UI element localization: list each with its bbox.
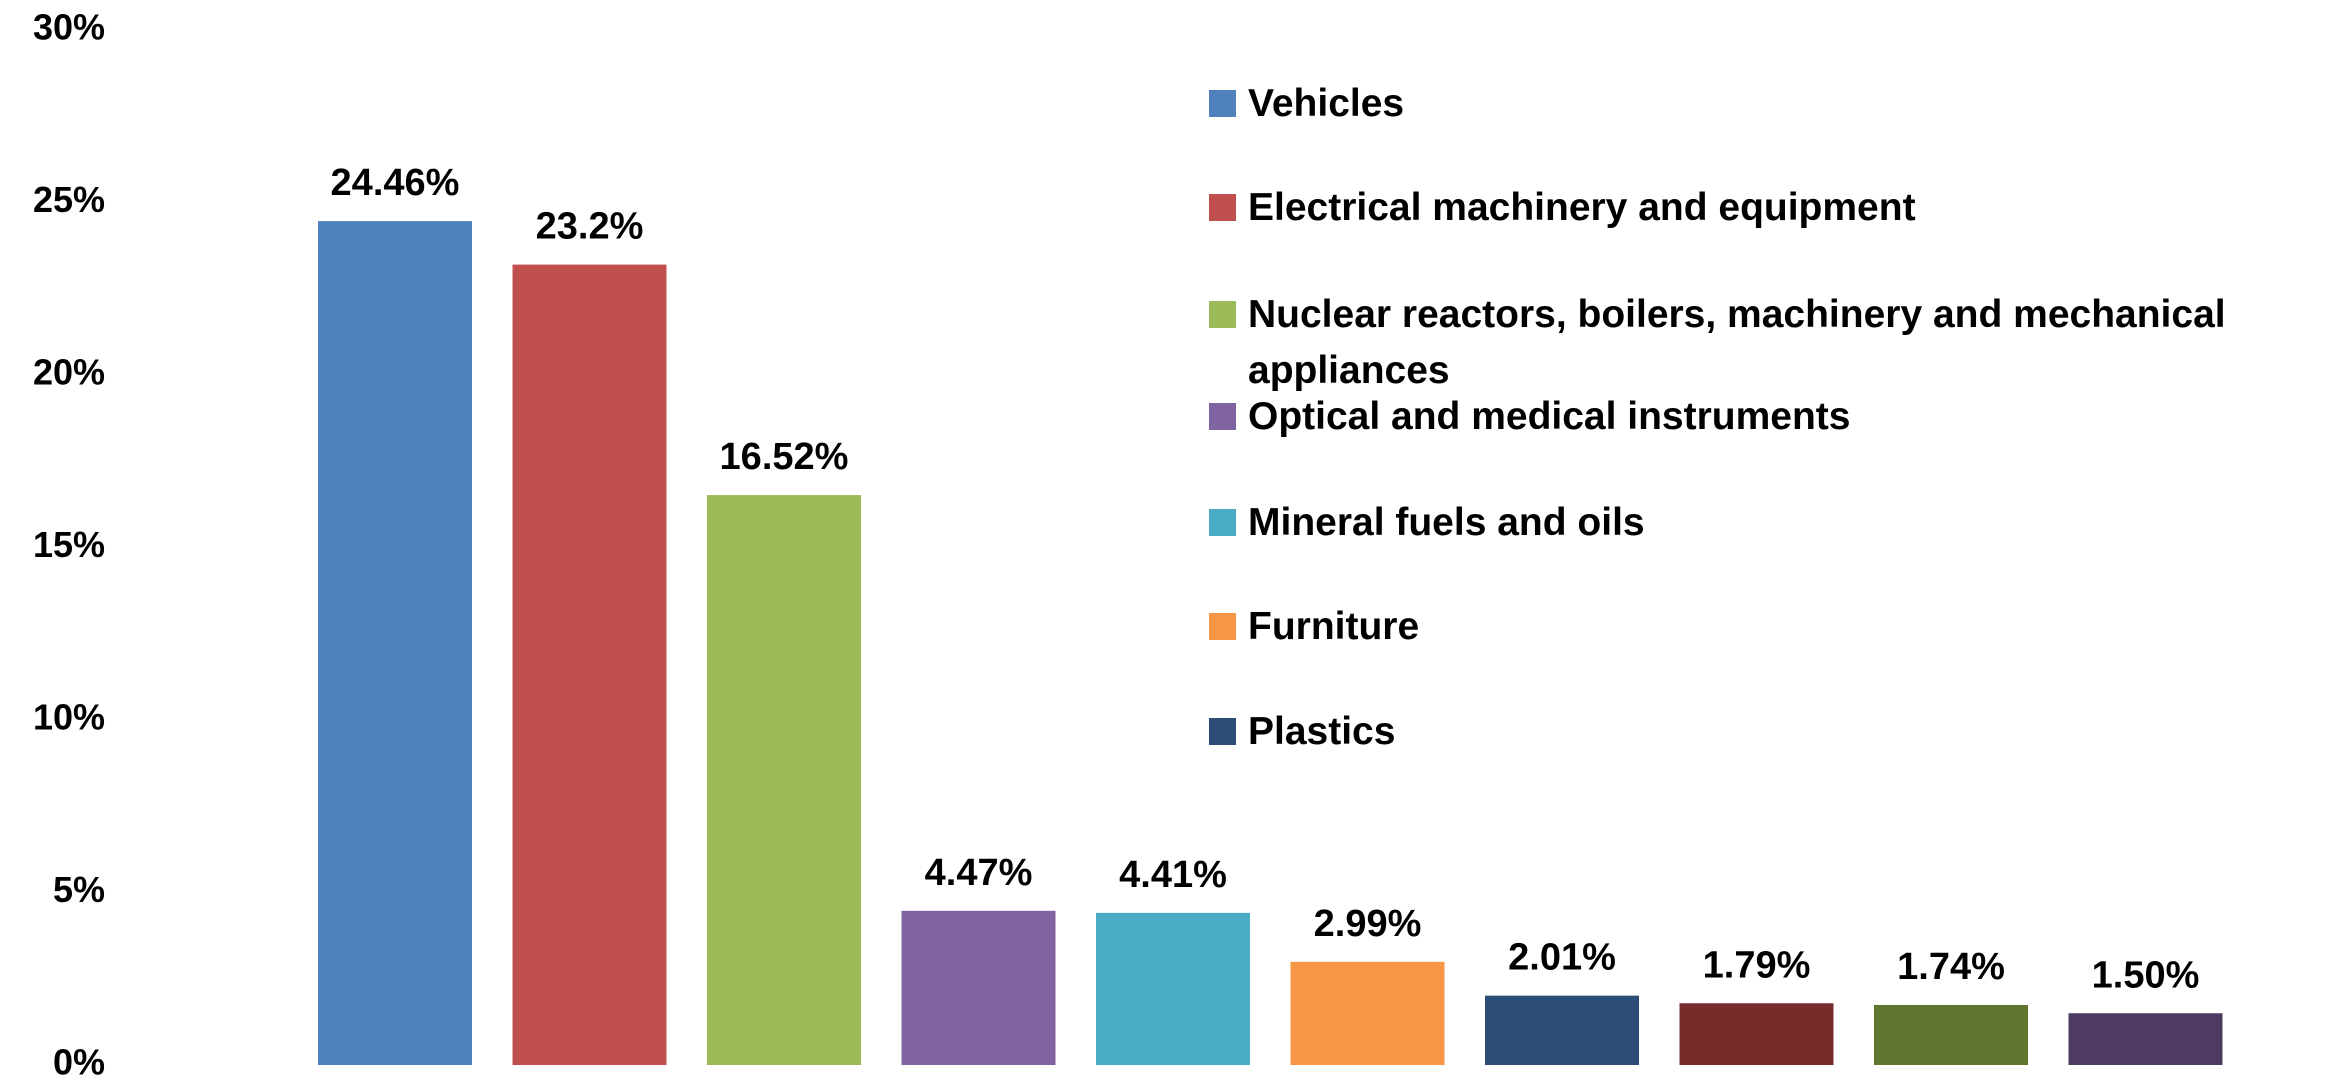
legend-swatch [1209,301,1236,328]
legend-label: Nuclear reactors, boilers, machinery and… [1248,293,2226,392]
legend-label: Optical and medical instruments [1248,395,1851,438]
legend-entry: Furniture [1209,599,2338,655]
data-label: 24.46% [331,162,460,204]
bar [1096,912,1250,1065]
data-label: 4.47% [925,852,1033,894]
legend-swatch [1209,403,1236,430]
legend-swatch [1209,509,1236,536]
data-label: 16.52% [720,436,849,478]
data-label: 2.99% [1314,903,1422,945]
y-tick-label: 20% [33,352,105,393]
legend-label: Electrical machinery and equipment [1248,186,1916,229]
data-label: 2.01% [1508,937,1616,979]
legend-entry: Vehicles [1209,76,2338,132]
y-tick-label: 5% [53,869,105,910]
bar [1874,1004,2028,1065]
legend-swatch [1209,90,1236,117]
data-label: 4.41% [1119,854,1227,896]
y-tick-label: 10% [33,697,105,738]
y-tick-label: 15% [33,524,105,565]
legend-label: Plastics [1248,710,1396,753]
y-tick-label: 0% [53,1042,105,1076]
bar [512,264,667,1066]
legend-swatch [1209,613,1236,640]
legend-label: Vehicles [1248,82,1405,125]
legend-label: Mineral fuels and oils [1248,501,1645,544]
bar [1679,1003,1834,1065]
legend-entry: Nuclear reactors, boilers, machinery and… [1209,287,2338,399]
legend-swatch [1209,194,1236,221]
bar [901,910,1056,1065]
data-label: 23.2% [536,206,644,248]
bar [1290,961,1445,1065]
y-tick-label: 25% [33,179,105,220]
data-label: 1.50% [2092,954,2200,996]
legend-entry: Mineral fuels and oils [1209,495,2338,551]
bar [1485,995,1639,1065]
legend-label: Furniture [1248,605,1420,648]
y-tick-label: 30% [33,7,105,48]
legend-entry: Plastics [1209,704,2338,760]
data-label: 1.79% [1703,944,1811,986]
legend-swatch [1209,718,1236,745]
bar [2068,1013,2223,1065]
bar [318,221,472,1065]
legend-entry: Optical and medical instruments [1209,389,2338,445]
data-label: 1.74% [1897,946,2005,988]
bar [707,495,861,1065]
legend-entry: Electrical machinery and equipment [1209,180,2338,236]
